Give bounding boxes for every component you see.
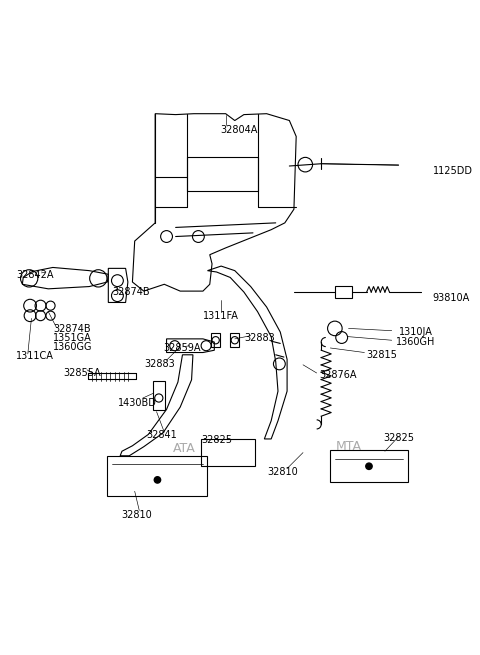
Text: 1311CA: 1311CA (16, 351, 54, 361)
Text: 32859A: 32859A (164, 343, 201, 353)
Text: 1360GH: 1360GH (396, 337, 436, 347)
Text: 1430BD: 1430BD (118, 398, 156, 407)
Text: 32841: 32841 (146, 430, 178, 440)
Text: 32855A: 32855A (63, 368, 101, 378)
Text: 93810A: 93810A (432, 293, 470, 303)
Text: MTA: MTA (336, 440, 361, 453)
Text: 32810: 32810 (121, 510, 152, 520)
Text: 32825: 32825 (201, 435, 232, 445)
Text: 32810: 32810 (267, 467, 298, 477)
Bar (153, 381, 165, 410)
Text: 32825: 32825 (383, 432, 414, 443)
Circle shape (154, 477, 161, 483)
Bar (335, 286, 352, 299)
Text: 32874B: 32874B (53, 324, 90, 334)
Text: 32883: 32883 (144, 359, 175, 369)
Text: 1125DD: 1125DD (432, 166, 473, 176)
Text: 32876A: 32876A (319, 370, 357, 381)
Text: 32815: 32815 (367, 350, 397, 360)
Text: 32883: 32883 (244, 333, 275, 343)
Text: 32842A: 32842A (16, 270, 53, 280)
Text: 1360GG: 1360GG (53, 342, 92, 352)
Text: 32874B: 32874B (112, 287, 150, 297)
Text: 1351GA: 1351GA (53, 333, 92, 343)
Text: 1311FA: 1311FA (203, 311, 239, 321)
Text: ATA: ATA (173, 441, 196, 455)
Bar (230, 333, 240, 347)
Text: 32804A: 32804A (221, 124, 258, 135)
Circle shape (366, 463, 372, 470)
Bar (211, 333, 220, 347)
Text: 1310JA: 1310JA (398, 327, 432, 337)
